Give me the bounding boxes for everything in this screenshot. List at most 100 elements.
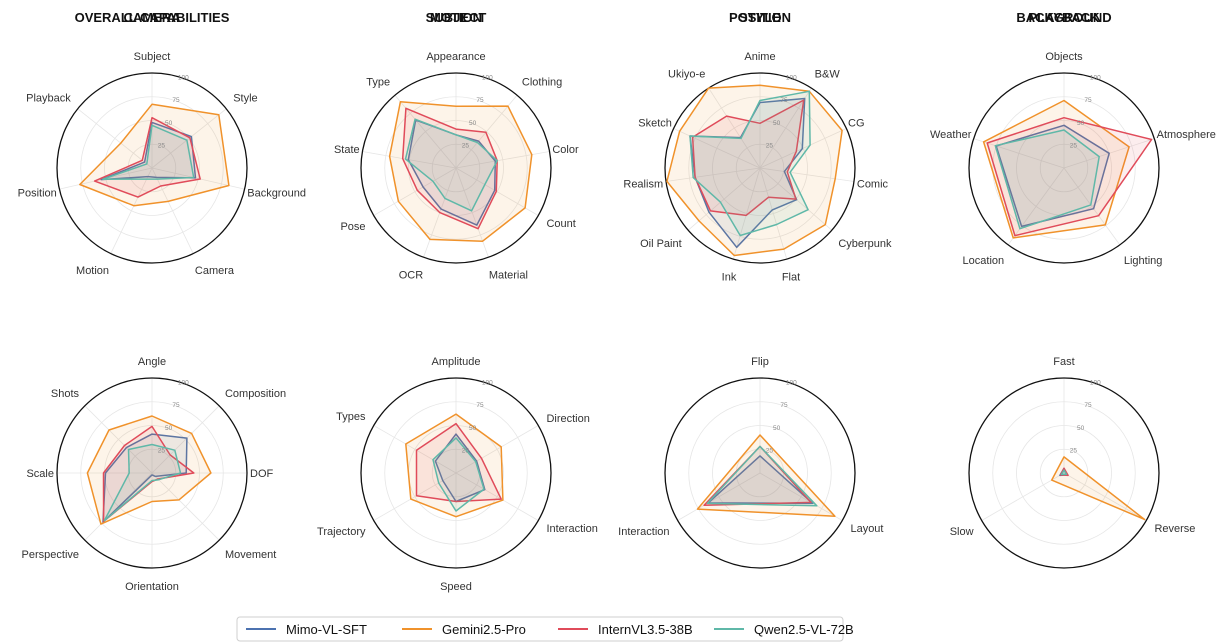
axis-label-fast: Fast	[1053, 356, 1074, 368]
grid-spoke	[455, 167, 489, 258]
grid-spoke	[1063, 167, 1121, 246]
radial-tick-label: 75	[476, 402, 484, 409]
grid-spoke	[151, 405, 220, 474]
grid-spoke	[151, 472, 220, 541]
axis-label-flat: Flat	[782, 272, 800, 284]
radial-tick-label: 25	[462, 142, 470, 149]
grid-spoke	[759, 167, 855, 182]
series-polygon-internvl3-5-38b	[986, 116, 1153, 237]
axis-label-material: Material	[489, 269, 528, 281]
series-polygon-gemini2-5-pro	[405, 413, 504, 518]
axis-label-clothing: Clothing	[522, 77, 562, 89]
axis-label-weather: Weather	[930, 129, 972, 141]
radar-chart-background: BACKGROUND 25 50 75 100 Objects Atmosphere Ligh…	[930, 10, 1216, 267]
radial-tick-label: 100	[786, 75, 797, 82]
axis-label-camera: Camera	[195, 265, 235, 277]
grid-spoke	[732, 167, 761, 260]
axis-label-background: Background	[247, 187, 306, 199]
outer-frame	[968, 72, 1160, 264]
radar-chart-subject: SUBJECT 25 50 75 100 Appearance Clothing Color C…	[334, 10, 579, 281]
axis-label-objects: Objects	[1045, 51, 1083, 63]
series-polygon-internvl3-5-38b	[401, 107, 498, 230]
radial-tick-label: 75	[172, 97, 180, 104]
radial-tick-label: 100	[1090, 75, 1101, 82]
radial-tick-label: 100	[178, 75, 189, 82]
series-polygon-gemini2-5-pro	[86, 415, 212, 525]
outer-frame	[968, 377, 1160, 569]
radar-chart-camera: CAMERA 25 50 75 100 Angle Composition DOF Moveme…	[22, 10, 287, 593]
radial-tick-label: 50	[165, 120, 173, 127]
axis-label-atmosphere: Atmosphere	[1157, 129, 1216, 141]
legend-label: Qwen2.5-VL-72B	[754, 622, 854, 637]
axis-label-movement: Movement	[225, 549, 276, 561]
radial-tick-label: 50	[1077, 120, 1085, 127]
grid-spoke	[759, 128, 847, 169]
chart-title: OVERALL CAPABILITIES	[75, 10, 230, 25]
grid-spoke	[673, 128, 761, 169]
grid-spoke	[687, 167, 761, 231]
radar-chart-grid: OVERALL CAPABILITIES 25 50 75 100 Subject Styl…	[18, 10, 1216, 593]
grid-spoke	[1007, 167, 1065, 246]
series-polygon-qwen2-5-vl-72b	[1060, 469, 1068, 476]
chart-title: STYLE	[739, 10, 781, 25]
radial-tick-label: 100	[482, 380, 493, 387]
series-polygon-qwen2-5-vl-72b	[994, 129, 1100, 230]
radial-tick-label: 25	[158, 142, 166, 149]
legend-frame	[236, 616, 844, 642]
grid-spoke	[759, 472, 843, 521]
radial-tick-label: 25	[1070, 142, 1078, 149]
axis-label-ukiyo-e: Ukiyo-e	[668, 68, 705, 80]
outer-frame	[56, 72, 248, 264]
radial-tick-label: 50	[773, 120, 781, 127]
legend-item-internvl3-5-38b: InternVL3.5-38B	[558, 622, 693, 637]
outer-frame	[56, 377, 248, 569]
axis-label-types: Types	[336, 411, 366, 423]
grid-spoke	[759, 167, 788, 260]
radial-tick-label: 75	[172, 402, 180, 409]
series-polygon-mimo-vl-sft	[102, 433, 188, 523]
axis-label-flip: Flip	[751, 356, 769, 368]
axis-label-layout: Layout	[850, 523, 883, 535]
grid-spoke	[373, 425, 457, 474]
radial-tick-label: 100	[1090, 380, 1101, 387]
radial-tick-label: 50	[165, 425, 173, 432]
grid-spoke	[151, 108, 227, 169]
grid-spoke	[455, 425, 539, 474]
legend: Mimo-VL-SFT Gemini2.5-Pro InternVL3.5-38B Q…	[236, 616, 854, 642]
radial-tick-label: 100	[178, 380, 189, 387]
radar-chart-playback: PLAYBACK 25 50 75 100 Fast Reverse Slow	[950, 10, 1195, 569]
axis-label-color: Color	[552, 144, 579, 156]
series-polygon-qwen2-5-vl-72b	[706, 445, 818, 507]
grid-spoke	[77, 108, 153, 169]
radial-tick-label: 100	[786, 380, 797, 387]
axis-label-dof: DOF	[250, 468, 274, 480]
axis-label-motion: Motion	[76, 265, 109, 277]
grid-spoke	[84, 405, 153, 474]
radar-chart-style: STYLE 25 50 75 100 Anime B&W CG Comic Cyberpunk Fl…	[623, 10, 892, 284]
radial-tick-label: 25	[462, 447, 470, 454]
radial-tick-label: 100	[482, 75, 493, 82]
grid-spoke	[455, 94, 518, 169]
axis-label-style: Style	[233, 92, 257, 104]
grid-spoke	[708, 87, 761, 169]
radial-tick-label: 25	[766, 142, 774, 149]
chart-title: PLAYBACK	[1028, 10, 1100, 25]
radar-chart-motion: MOTION 25 50 75 100 Amplitude Direction Interac…	[317, 10, 598, 593]
series-polygon-gemini2-5-pro	[982, 99, 1130, 239]
axis-label-reverse: Reverse	[1154, 523, 1195, 535]
series-polygon-qwen2-5-vl-72b	[432, 437, 485, 512]
series-polygon-gemini2-5-pro	[388, 101, 533, 242]
axis-label-scale: Scale	[26, 468, 54, 480]
axis-label-sketch: Sketch	[638, 117, 672, 129]
radar-chart-overall-capabilities: OVERALL CAPABILITIES 25 50 75 100 Subject Styl…	[18, 10, 306, 277]
radial-tick-label: 75	[780, 97, 788, 104]
grid-spoke	[151, 167, 194, 254]
axis-label-lighting: Lighting	[1124, 255, 1163, 267]
series-polygon-internvl3-5-38b	[691, 99, 805, 217]
axis-label-subject: Subject	[134, 51, 171, 63]
legend-item-mimo-vl-sft: Mimo-VL-SFT	[246, 622, 367, 637]
axis-label-cg: CG	[848, 117, 865, 129]
axis-label-shots: Shots	[51, 388, 80, 400]
radial-tick-label: 50	[773, 425, 781, 432]
axis-label-cyberpunk: Cyberpunk	[838, 238, 892, 250]
